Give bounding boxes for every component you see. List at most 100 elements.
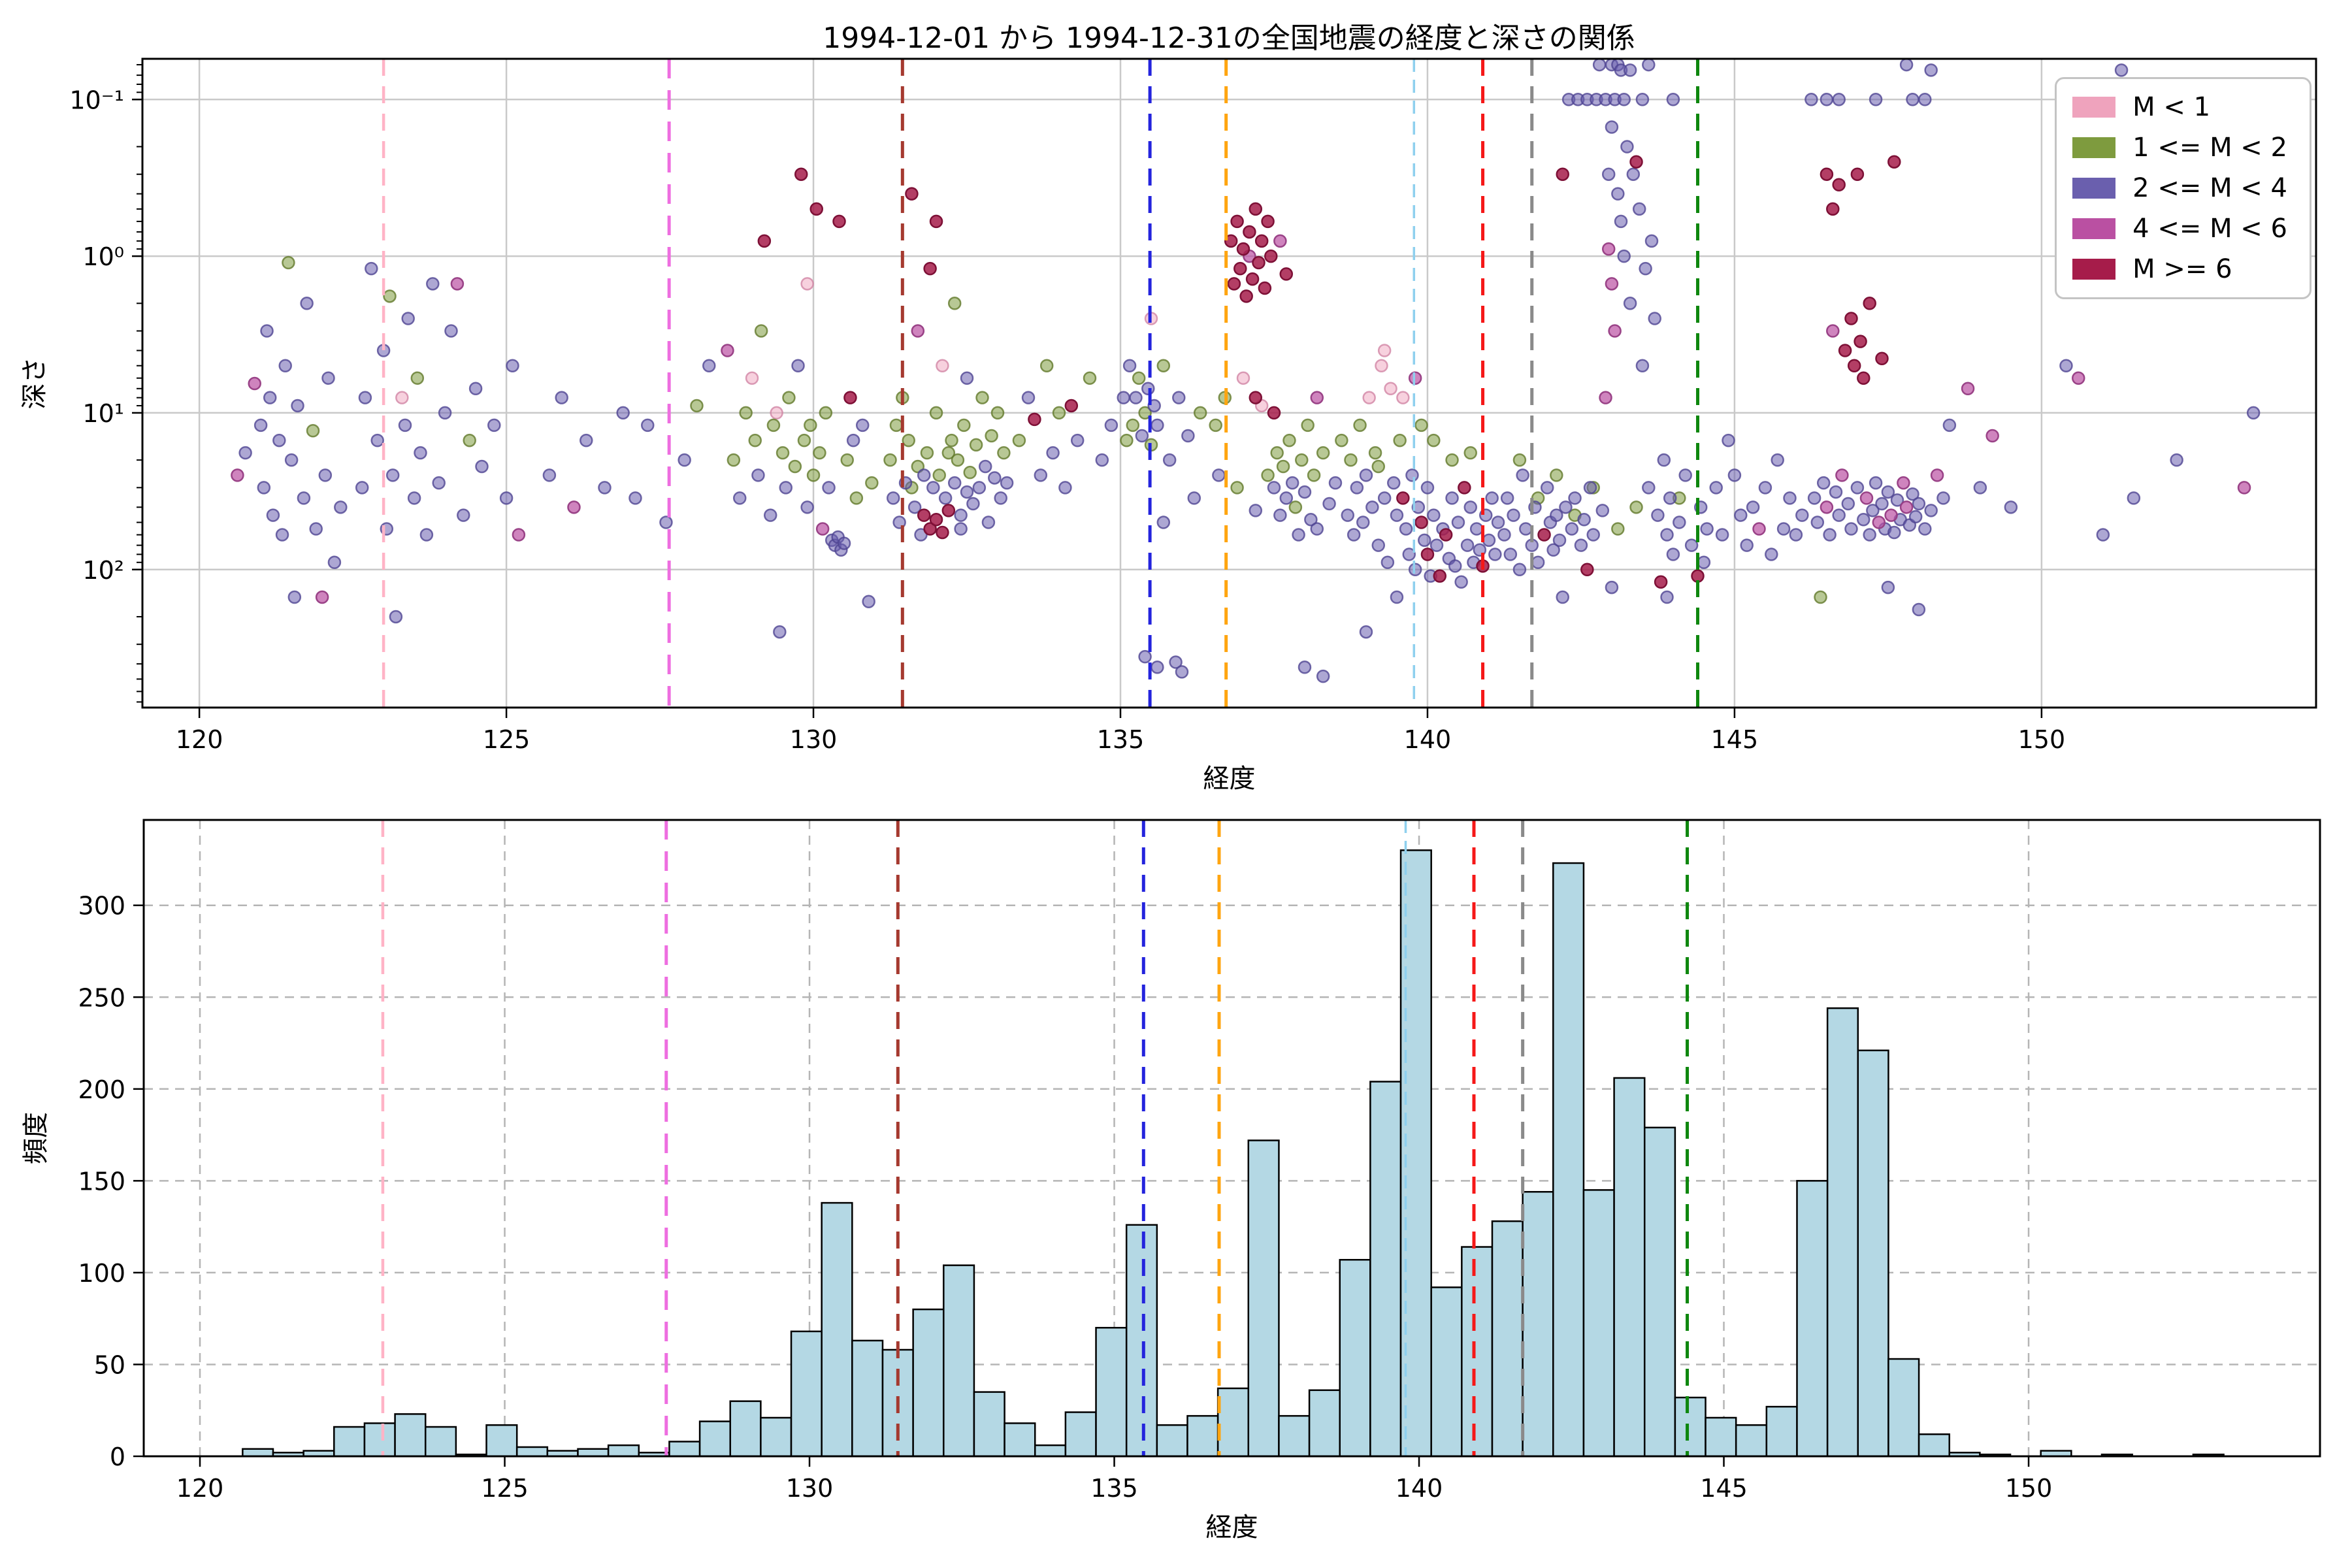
- histogram-bar: [760, 1416, 792, 1458]
- x-tick-label: 130: [786, 1474, 834, 1503]
- scatter-point: [794, 167, 808, 181]
- scatter-point: [1875, 497, 1889, 511]
- scatter-point: [385, 468, 400, 482]
- scatter-point: [1497, 528, 1511, 542]
- scatter-point: [282, 255, 295, 270]
- scatter-point: [1261, 468, 1275, 482]
- scatter-point: [1881, 580, 1895, 595]
- scatter-point: [920, 446, 934, 460]
- scatter-point: [1138, 406, 1152, 420]
- scatter-point: [1608, 324, 1622, 338]
- scatter-point: [555, 391, 568, 404]
- scatter-point: [1866, 504, 1880, 517]
- scatter-point: [1298, 485, 1312, 499]
- x-tick-label: 140: [1404, 725, 1452, 754]
- scatter-point: [1820, 167, 1834, 181]
- scatter-point: [1605, 120, 1619, 134]
- scatter-point: [1341, 508, 1355, 522]
- histogram-bar: [912, 1308, 945, 1458]
- scatter-point: [1175, 665, 1189, 679]
- scatter-point: [806, 468, 821, 482]
- scatter-point: [763, 508, 777, 522]
- scatter-point: [1371, 538, 1386, 552]
- scatter-point: [1405, 468, 1419, 482]
- legend-label: 1 <= M < 2: [2132, 133, 2287, 163]
- histogram-bar: [1156, 1424, 1188, 1458]
- histogram-bar: [698, 1420, 731, 1458]
- scatter-point: [1482, 533, 1496, 547]
- scatter-point: [960, 485, 974, 499]
- scatter-point: [1507, 508, 1520, 522]
- x-tick-label: 125: [483, 725, 531, 754]
- scatter-point: [2004, 500, 2018, 514]
- scatter-point: [865, 476, 879, 490]
- scatter-point: [985, 429, 998, 443]
- scatter-point: [1795, 508, 1809, 522]
- scatter-point: [1359, 468, 1373, 482]
- scatter-point: [1580, 563, 1594, 577]
- scatter-point: [1347, 528, 1361, 542]
- scatter-point: [800, 277, 814, 291]
- scatter-point: [1814, 590, 1827, 604]
- scatter-point: [1292, 528, 1305, 542]
- x-axis-label: 経度: [1203, 764, 1256, 794]
- scatter-point: [1556, 590, 1569, 604]
- scatter-point: [1918, 93, 1932, 106]
- scatter-point: [1550, 468, 1563, 482]
- scatter-point: [1273, 234, 1287, 248]
- scatter-point: [1715, 528, 1729, 542]
- y-axis-label: 深さ: [20, 357, 50, 410]
- scatter-point: [1129, 391, 1143, 404]
- histogram-bar: [943, 1264, 975, 1458]
- scatter-point: [1463, 500, 1477, 514]
- scatter-point: [1070, 433, 1085, 448]
- scatter-point: [506, 359, 519, 372]
- scatter-point: [1832, 93, 1846, 106]
- scatter-point: [616, 406, 630, 420]
- scatter-point: [941, 446, 956, 460]
- scatter-point: [862, 595, 875, 608]
- scatter-point: [1899, 57, 1914, 72]
- scatter-point: [499, 491, 514, 505]
- scatter-point: [1335, 433, 1348, 448]
- scatter-point: [1380, 555, 1395, 570]
- chart-title: 1994-12-01 から 1994-12-31の全国地震の経度と深さの関係: [823, 22, 1635, 55]
- scatter-point: [1307, 468, 1321, 482]
- scatter-point: [1095, 453, 1109, 467]
- scatter-point: [1863, 528, 1876, 542]
- scatter-point: [1193, 406, 1207, 420]
- scatter-point: [1629, 500, 1643, 514]
- scatter-point: [1151, 660, 1164, 674]
- scatter-point: [1264, 249, 1278, 263]
- scatter-point: [1377, 491, 1392, 505]
- legend-swatch-icon: [2072, 259, 2116, 280]
- scatter-point: [1301, 418, 1315, 433]
- scatter-point: [766, 418, 781, 433]
- scatter-point: [770, 406, 783, 420]
- scatter-point: [1427, 508, 1441, 522]
- scatter-point: [1322, 497, 1336, 511]
- scatter-point: [1138, 649, 1152, 664]
- scatter-point: [1187, 491, 1201, 505]
- scatter-point: [1181, 429, 1195, 443]
- scatter-point: [1552, 533, 1567, 547]
- scatter-point: [923, 261, 937, 276]
- histogram-bar: [1247, 1139, 1280, 1458]
- y-tick-label: 150: [78, 1167, 125, 1196]
- histogram-bar: [1491, 1220, 1524, 1458]
- legend-swatch-icon: [2072, 137, 2116, 158]
- scatter-point: [797, 433, 811, 448]
- scatter-point: [994, 491, 1007, 505]
- scatter-point: [886, 491, 900, 505]
- scatter-point: [1684, 538, 1699, 552]
- scatter-point: [1829, 485, 1843, 499]
- legend-label: 2 <= M < 4: [2132, 173, 2287, 203]
- scatter-point: [1377, 344, 1392, 357]
- scatter-point: [782, 391, 796, 404]
- scatter-point: [1850, 481, 1865, 495]
- scatter-point: [837, 536, 851, 550]
- scatter-point: [1384, 382, 1397, 396]
- scatter-point: [963, 465, 977, 480]
- scatter-point: [1230, 481, 1244, 495]
- scatter-point: [444, 324, 458, 338]
